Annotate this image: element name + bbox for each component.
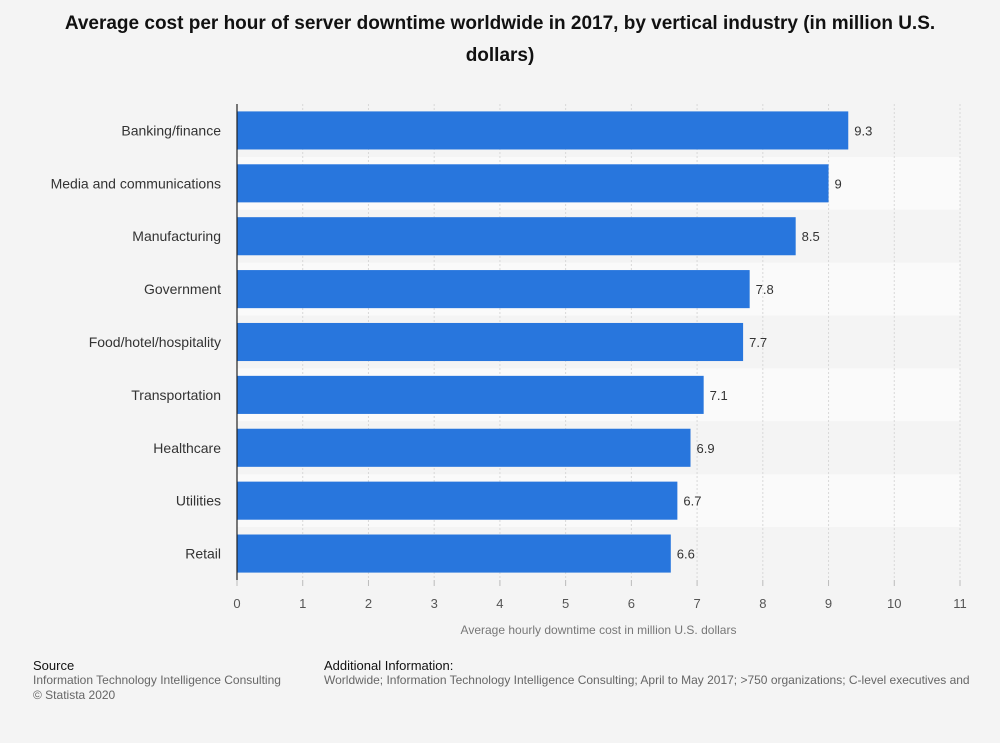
source-heading: Source	[33, 658, 75, 673]
bar	[237, 111, 849, 150]
data-label: 7.7	[749, 335, 767, 350]
additional-info-block: Additional Information: Worldwide; Infor…	[324, 658, 1000, 688]
bar	[237, 428, 691, 467]
category-label: Media and communications	[51, 175, 221, 191]
category-label: Government	[144, 281, 221, 297]
x-axis-title: Average hourly downtime cost in million …	[461, 623, 737, 637]
data-label: 7.1	[710, 388, 728, 403]
x-tick-label: 5	[562, 596, 569, 611]
data-label: 7.8	[756, 282, 774, 297]
category-label: Transportation	[131, 387, 221, 403]
x-tick-label: 3	[431, 596, 438, 611]
category-label: Utilities	[176, 493, 221, 509]
x-tick-label: 0	[233, 596, 240, 611]
source-text: Information Technology Intelligence Cons…	[33, 673, 281, 687]
additional-info-heading: Additional Information:	[324, 658, 454, 673]
bar-chart: Banking/finance 9.3 Media and communicatio…	[51, 104, 967, 637]
data-label: 9	[835, 176, 842, 191]
category-label: Food/hotel/hospitality	[89, 334, 221, 350]
x-tick-label: 6	[628, 596, 635, 611]
category-label: Retail	[185, 546, 221, 562]
additional-info-text: Worldwide; Information Technology Intell…	[324, 673, 970, 687]
x-tick-label: 4	[496, 596, 503, 611]
data-label: 6.7	[683, 494, 701, 509]
data-label: 9.3	[854, 123, 872, 138]
bar	[237, 481, 678, 520]
bar	[237, 375, 704, 414]
source-block: Source Information Technology Intelligen…	[33, 658, 281, 703]
x-tick-label: 2	[365, 596, 372, 611]
copyright-text: © Statista 2020	[33, 688, 116, 702]
data-label: 6.9	[697, 441, 715, 456]
data-label: 8.5	[802, 229, 820, 244]
category-label: Manufacturing	[132, 228, 221, 244]
category-label: Banking/finance	[121, 122, 221, 138]
x-tick-label: 7	[693, 596, 700, 611]
x-tick-label: 10	[887, 596, 901, 611]
data-label: 6.6	[677, 547, 695, 562]
bar	[237, 164, 829, 203]
x-tick-label: 9	[825, 596, 832, 611]
category-label: Healthcare	[153, 440, 221, 456]
chart-title: Average cost per hour of server downtime…	[64, 13, 936, 66]
bar	[237, 270, 750, 309]
bar	[237, 217, 796, 256]
x-tick-label: 1	[299, 596, 306, 611]
x-tick-label: 8	[759, 596, 766, 611]
bar	[237, 322, 744, 362]
bar	[237, 534, 671, 573]
x-tick-label: 11	[953, 596, 967, 611]
